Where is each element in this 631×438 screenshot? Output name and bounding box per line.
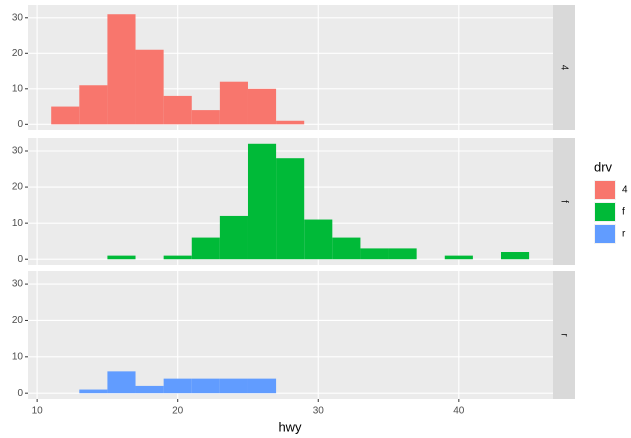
bar xyxy=(388,248,417,260)
bar xyxy=(79,85,108,125)
y-tick-label: 20 xyxy=(12,315,24,326)
y-tick-label: 30 xyxy=(12,146,24,157)
strip-label: 4 xyxy=(558,65,569,71)
bar xyxy=(444,255,473,260)
y-tick-label: 10 xyxy=(12,351,24,362)
bar xyxy=(79,389,108,394)
strip xyxy=(553,271,575,399)
bar xyxy=(135,385,164,394)
bar xyxy=(191,110,220,125)
legend-swatch xyxy=(595,181,615,199)
panel-background xyxy=(28,271,553,399)
bar xyxy=(163,378,192,394)
bar xyxy=(500,252,530,260)
bar xyxy=(276,120,305,125)
bar xyxy=(219,215,248,260)
y-tick-label: 20 xyxy=(12,182,24,193)
y-tick-label: 0 xyxy=(17,388,23,399)
legend-swatch xyxy=(595,225,615,243)
bar xyxy=(304,219,333,260)
y-tick-label: 0 xyxy=(17,119,23,130)
legend-swatch xyxy=(595,203,615,221)
bar xyxy=(51,106,80,125)
bar xyxy=(219,81,248,125)
bar xyxy=(360,248,389,260)
x-axis-label: hwy xyxy=(278,419,302,434)
y-tick-label: 10 xyxy=(12,218,24,229)
y-tick-label: 10 xyxy=(12,83,24,94)
bar xyxy=(107,371,136,394)
bar xyxy=(332,237,361,260)
x-tick-label: 40 xyxy=(453,406,465,417)
legend-label: r xyxy=(622,229,626,240)
y-tick-label: 30 xyxy=(12,279,24,290)
bar xyxy=(107,255,136,260)
x-tick-label: 20 xyxy=(172,406,184,417)
bar xyxy=(107,14,136,125)
bar xyxy=(247,88,277,125)
x-tick-label: 30 xyxy=(313,406,325,417)
bar xyxy=(247,378,277,394)
bar xyxy=(135,49,164,125)
legend-title: drv xyxy=(594,159,613,174)
bar xyxy=(191,237,220,260)
strip xyxy=(553,5,575,130)
bar xyxy=(247,143,277,260)
bar xyxy=(219,378,248,394)
bar xyxy=(191,378,220,394)
strip-label: f xyxy=(558,200,569,203)
strip-label: r xyxy=(558,333,569,337)
y-tick-label: 20 xyxy=(12,48,24,59)
bar xyxy=(276,158,305,260)
bar xyxy=(163,95,192,125)
y-tick-label: 0 xyxy=(17,254,23,265)
y-tick-label: 30 xyxy=(12,12,24,23)
bar xyxy=(163,255,192,260)
legend-label: f xyxy=(622,207,625,218)
x-tick-label: 10 xyxy=(32,406,44,417)
legend-label: 4 xyxy=(622,185,628,196)
strip xyxy=(553,138,575,265)
